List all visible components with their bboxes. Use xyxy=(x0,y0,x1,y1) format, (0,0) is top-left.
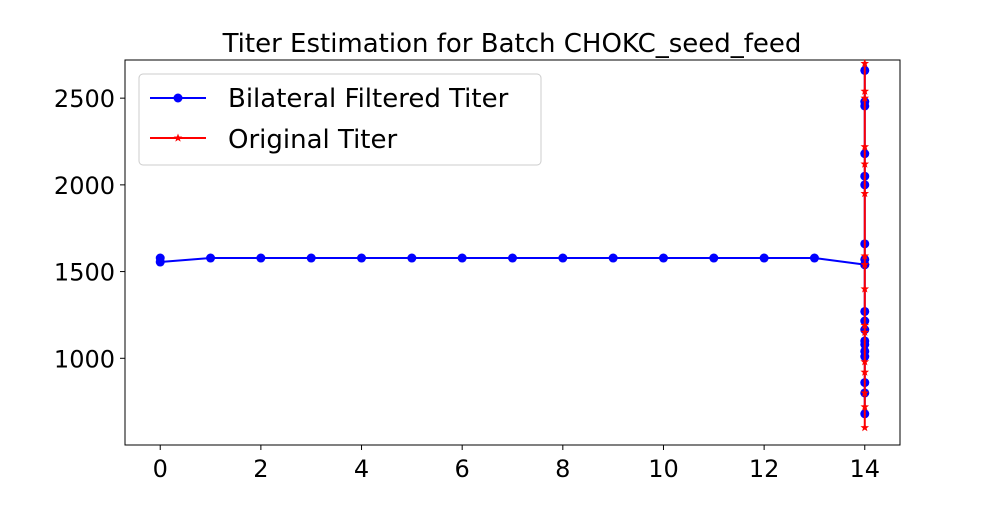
data-point-bilateral-filtered-titer xyxy=(658,253,668,263)
data-point-original-titer xyxy=(860,142,870,151)
legend-box xyxy=(138,73,542,166)
y-tick-label: 1000 xyxy=(54,345,115,373)
data-point-bilateral-filtered-titer xyxy=(306,253,316,263)
data-point-original-titer xyxy=(860,159,870,168)
data-point-original-titer xyxy=(860,320,870,329)
y-tick-label: 2000 xyxy=(54,172,115,200)
data-point-original-titer xyxy=(860,93,870,102)
data-point-bilateral-filtered-titer xyxy=(709,253,719,263)
data-point-original-titer xyxy=(860,402,870,411)
y-tick-label: 1500 xyxy=(54,259,115,287)
data-point-original-titer xyxy=(860,260,870,269)
data-point-original-titer xyxy=(860,284,870,293)
data-point-bilateral-filtered-titer xyxy=(155,257,165,267)
data-point-bilateral-filtered-titer xyxy=(508,253,517,263)
data-point-original-titer xyxy=(860,251,870,260)
series-layer xyxy=(155,58,870,432)
legend-marker-bilateral xyxy=(173,93,183,103)
data-point-bilateral-filtered-titer xyxy=(357,253,367,263)
chart-title: Titer Estimation for Batch CHOKC_seed_fe… xyxy=(222,29,802,59)
x-tick-label: 14 xyxy=(849,455,880,483)
data-point-bilateral-filtered-titer xyxy=(256,253,266,263)
data-point-original-titer xyxy=(860,86,870,95)
x-tick-label: 12 xyxy=(749,455,780,483)
y-axis: 1000 1500 2000 2500 xyxy=(54,85,125,373)
data-point-bilateral-filtered-titer xyxy=(809,253,819,263)
plot-area-frame xyxy=(124,59,901,446)
data-point-original-titer xyxy=(860,367,870,376)
x-tick-label: 6 xyxy=(455,455,470,483)
x-tick-label: 8 xyxy=(555,455,570,483)
x-tick-label: 2 xyxy=(253,455,268,483)
x-tick-label: 10 xyxy=(648,455,679,483)
data-point-original-titer xyxy=(860,327,870,336)
data-point-bilateral-filtered-titer xyxy=(759,253,769,263)
data-point-original-titer xyxy=(860,189,870,198)
legend-label-original: Original Titer xyxy=(228,125,398,155)
x-tick-label: 0 xyxy=(153,455,168,483)
data-point-bilateral-filtered-titer xyxy=(558,253,568,263)
data-point-original-titer xyxy=(860,388,870,397)
legend-label-bilateral: Bilateral Filtered Titer xyxy=(228,84,509,114)
data-point-original-titer xyxy=(860,58,870,68)
data-point-bilateral-filtered-titer xyxy=(206,253,216,263)
legend-marker-original xyxy=(173,133,183,142)
data-point-bilateral-filtered-titer xyxy=(457,253,467,263)
y-tick-label: 2500 xyxy=(54,85,115,113)
x-tick-label: 4 xyxy=(354,455,369,483)
legend: Bilateral Filtered Titer Original Titer xyxy=(138,73,542,166)
data-point-bilateral-filtered-titer xyxy=(608,253,618,263)
x-axis: 0 2 4 6 8 10 12 14 xyxy=(153,445,880,483)
data-point-bilateral-filtered-titer xyxy=(407,253,417,263)
data-point-original-titer xyxy=(860,357,870,366)
data-point-original-titer xyxy=(860,423,870,432)
